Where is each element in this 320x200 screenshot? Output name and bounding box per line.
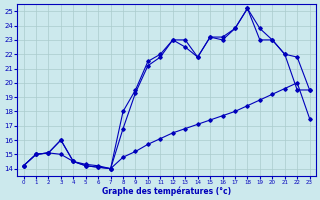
X-axis label: Graphe des températures (°c): Graphe des températures (°c)	[102, 186, 231, 196]
